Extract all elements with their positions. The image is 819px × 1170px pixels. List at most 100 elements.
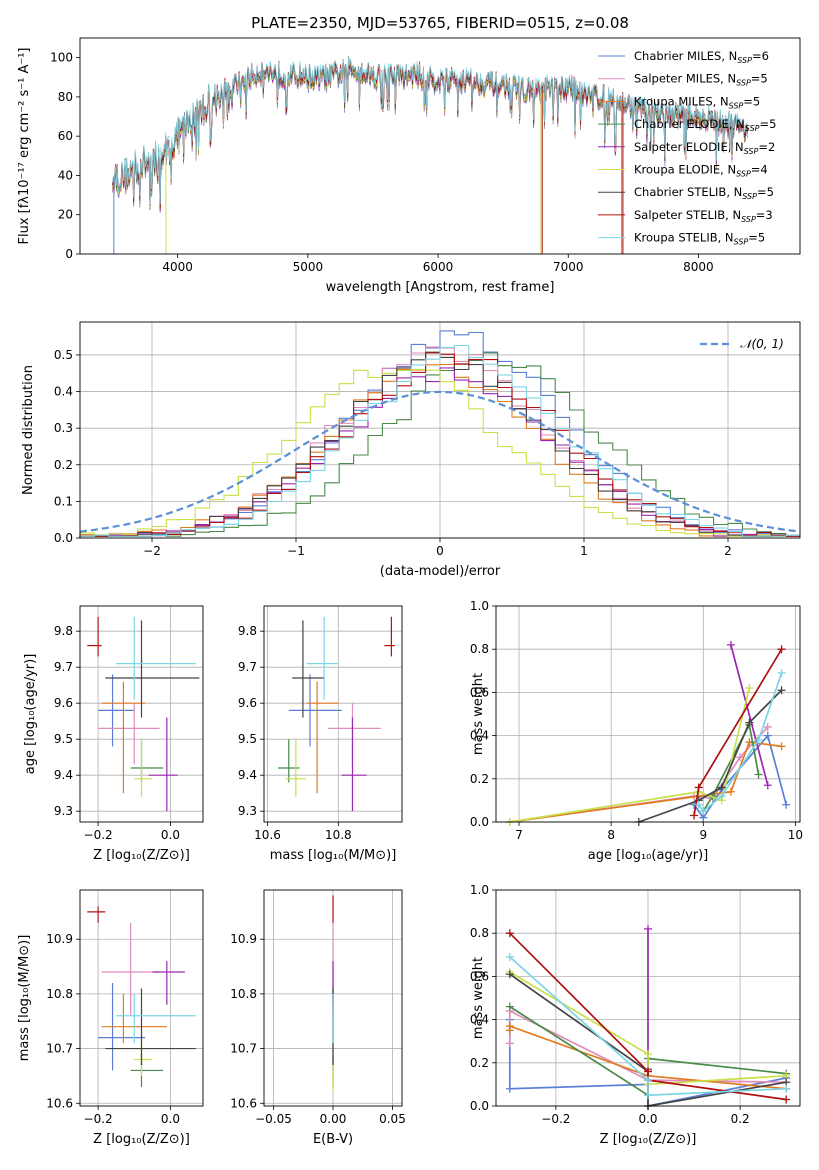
- x-axis-label: mass [log₁₀(M/M⊙)]: [270, 848, 397, 863]
- y-tick-label: 0.0: [470, 1099, 489, 1113]
- axes-frame: [79, 889, 204, 1107]
- weight-marker: [745, 684, 754, 693]
- legend-text: =5: [748, 231, 765, 245]
- x-tick-label: 10.8: [325, 828, 352, 842]
- y-tick-label: 9.8: [238, 624, 257, 638]
- legend-subscript: SSP: [745, 124, 760, 133]
- plot-area-age-vs-mass: [278, 616, 395, 812]
- weight-marker: [505, 1084, 514, 1093]
- legend-entry: Salpeter MILES, NSSP=5: [634, 72, 768, 88]
- y-tick-label: 0.8: [470, 926, 489, 940]
- legend-text: Chabrier STELIB, N: [634, 185, 742, 199]
- legend-text: =5: [757, 185, 774, 199]
- y-tick-label: 0.6: [470, 685, 489, 699]
- legend-text: =3: [756, 208, 773, 222]
- y-tick-label: 0.6: [470, 969, 489, 983]
- legend-subscript: SSP: [741, 215, 756, 224]
- y-tick-label: 9.3: [54, 804, 73, 818]
- y-tick-label: 10.9: [230, 932, 257, 946]
- x-tick-label: 1: [580, 544, 588, 558]
- weight-line: [509, 687, 751, 823]
- x-tick-label: 2: [724, 544, 732, 558]
- legend-text: Kroupa ELODIE, N: [634, 163, 736, 177]
- legend-subscript: SSP: [737, 56, 752, 65]
- y-tick-label: 10.8: [230, 987, 257, 1001]
- legend-text: Chabrier MILES, N: [634, 49, 737, 63]
- x-tick-label: 0.05: [379, 1112, 406, 1126]
- x-axis-label: E(B-V): [313, 1132, 353, 1147]
- x-tick-label: 0.0: [161, 828, 180, 842]
- y-axis-label: mass weight: [471, 957, 486, 1039]
- legend-entry: Salpeter STELIB, NSSP=3: [634, 208, 773, 224]
- legend-entry: Salpeter ELODIE, NSSP=2: [634, 140, 775, 156]
- plot-area-mass-vs-Z: [87, 906, 196, 1087]
- weight-marker: [694, 783, 703, 792]
- y-tick-label: 9.7: [54, 660, 73, 674]
- weight-line: [509, 726, 769, 823]
- y-tick-label: 0.4: [470, 729, 489, 743]
- plot-area-weight-vs-age: [505, 640, 791, 826]
- x-axis-label: Z [log₁₀(Z/Z⊙)]: [93, 1132, 190, 1147]
- weight-marker: [777, 686, 786, 695]
- weight-line: [509, 741, 782, 823]
- weight-marker: [694, 800, 703, 809]
- weight-marker: [777, 668, 786, 677]
- y-tick-label: 10.7: [46, 1042, 73, 1056]
- legend-entry: Chabrier STELIB, NSSP=5: [634, 185, 774, 201]
- legend-text: Chabrier ELODIE, N: [634, 117, 745, 131]
- plot-layer: 4000 5000 6000 7000 8000020406080100waveleng…: [17, 37, 803, 1147]
- x-axis-label: Z [log₁₀(Z/Z⊙)]: [600, 1132, 697, 1147]
- y-tick-label: 60: [58, 129, 73, 143]
- weight-marker: [777, 742, 786, 751]
- x-axis-label: Z [log₁₀(Z/Z⊙)]: [93, 848, 190, 863]
- y-tick-label: 0.1: [54, 494, 73, 508]
- histogram-step: [79, 368, 800, 538]
- y-tick-label: 10.7: [230, 1042, 257, 1056]
- x-tick-label: 4000: [162, 260, 193, 274]
- x-tick-label: 0.0: [161, 1112, 180, 1126]
- legend-text: =6: [752, 49, 769, 63]
- legend-text: =5: [751, 72, 768, 86]
- weight-line: [702, 722, 760, 812]
- normal-curve: [79, 390, 798, 533]
- weight-marker: [777, 645, 786, 654]
- weight-line: [730, 644, 769, 786]
- weight-marker: [505, 952, 514, 961]
- y-tick-label: 9.5: [238, 732, 257, 746]
- weight-marker: [699, 807, 708, 816]
- legend-text: Salpeter ELODIE, N: [634, 140, 744, 154]
- x-axis-label: age [log₁₀(age/yr)]: [588, 848, 709, 863]
- axes-residuals: −2 −1 0 1 2 0.0 0.1 0.2 0.3 0.4 0.5 (data-model)/er…: [21, 321, 801, 579]
- x-axis-label: wavelength [Angstrom, rest frame]: [326, 280, 555, 295]
- weight-marker: [745, 718, 754, 727]
- legend-text: =5: [743, 94, 760, 108]
- y-tick-label: 0.2: [470, 1056, 489, 1070]
- axes-frame: [263, 605, 403, 823]
- axes-frame: [79, 321, 801, 539]
- x-axis-label: (data-model)/error: [380, 564, 501, 579]
- legend-entry: Kroupa STELIB, NSSP=5: [634, 231, 765, 247]
- x-tick-label: −1: [287, 544, 305, 558]
- x-tick-label: −0.2: [84, 1112, 113, 1126]
- y-tick-label: 9.6: [238, 696, 257, 710]
- x-tick-label: −0.2: [541, 1112, 570, 1126]
- axes-spectrum: 4000 5000 6000 7000 8000 0 20 40 60 80 100 waveleng…: [17, 37, 801, 295]
- weight-marker: [763, 781, 772, 790]
- legend-entry: Kroupa ELODIE, NSSP=4: [634, 163, 768, 179]
- y-axis-label: mass weight: [471, 673, 486, 755]
- legend-entry: 𝒩(0, 1): [740, 337, 784, 351]
- y-tick-label: 20: [58, 208, 73, 222]
- x-tick-label: 8: [607, 828, 615, 842]
- weight-line: [693, 733, 788, 820]
- legend-subscript: SSP: [736, 79, 751, 88]
- x-tick-label: −0.2: [84, 828, 113, 842]
- legend-text: Kroupa STELIB, N: [634, 231, 734, 245]
- x-tick-label: −2: [143, 544, 161, 558]
- weight-marker: [782, 800, 791, 809]
- y-tick-label: 10.6: [230, 1096, 257, 1110]
- legend-text: Salpeter MILES, N: [634, 72, 736, 86]
- weight-line: [509, 932, 787, 1101]
- axes-frame: [495, 605, 801, 823]
- weight-marker: [782, 1084, 791, 1093]
